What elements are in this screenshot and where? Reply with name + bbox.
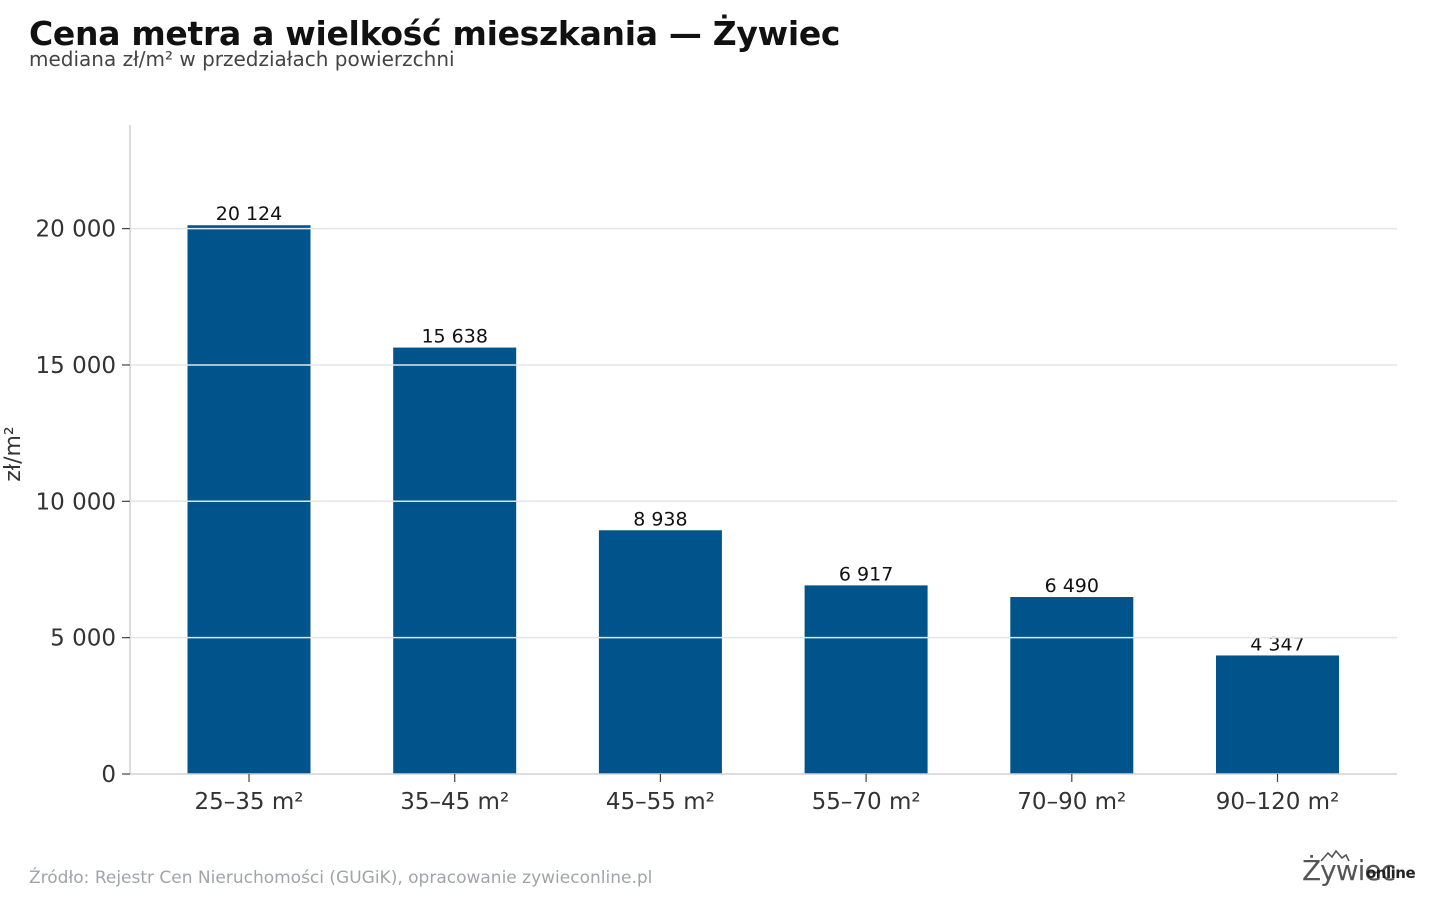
y-axis-label: zł/m² bbox=[1, 426, 26, 481]
x-tick-label-3: 45–55 m² bbox=[606, 789, 715, 815]
y-tick-label-3: 10 000 bbox=[36, 489, 116, 515]
bars: 20 124 15 638 8 938 6 917 6 490 4 347 bbox=[187, 203, 1339, 775]
y-tick-label-5: 20 000 bbox=[36, 217, 116, 243]
bar-1 bbox=[187, 225, 311, 775]
x-tick-label-2: 35–45 m² bbox=[400, 789, 509, 815]
y-tick-label-1: 0 bbox=[101, 762, 116, 788]
source-note: Źródło: Rejestr Cen Nieruchomości (GUGiK… bbox=[29, 868, 653, 888]
chart-subtitle: mediana zł/m² w przedziałach powierzchni bbox=[29, 47, 455, 71]
chart-title: Cena metra a wielkość mieszkania — Żywie… bbox=[29, 14, 841, 53]
x-tick-label-5: 70–90 m² bbox=[1017, 789, 1126, 815]
logo-text: Żywiec bbox=[1302, 854, 1396, 887]
x-tick-label-1: 25–35 m² bbox=[195, 789, 304, 815]
bar-6 bbox=[1216, 655, 1339, 774]
bar-value-label-2: 15 638 bbox=[421, 326, 487, 348]
bar-2 bbox=[393, 347, 517, 774]
x-tick-label-6: 90–120 m² bbox=[1216, 789, 1340, 815]
bar-value-label-4: 6 917 bbox=[839, 563, 893, 585]
bar-value-label-3: 8 938 bbox=[633, 508, 687, 530]
logo-subtext: online bbox=[1366, 864, 1416, 882]
y-tick-label-4: 15 000 bbox=[36, 353, 116, 379]
bar-5 bbox=[1010, 597, 1134, 774]
bar-value-label-5: 6 490 bbox=[1045, 575, 1099, 597]
bar-4 bbox=[804, 585, 928, 774]
zywieconline-logo: Żywiec online bbox=[1302, 850, 1422, 890]
axes: 0 5 000 10 000 15 000 20 000 25–35 m² 35–45 m²… bbox=[36, 125, 1397, 815]
bar-value-label-1: 20 124 bbox=[216, 203, 282, 225]
y-tick-label-2: 5 000 bbox=[50, 626, 116, 652]
x-tick-label-4: 55–70 m² bbox=[812, 789, 921, 815]
mountain-logo-icon bbox=[1320, 850, 1350, 862]
bar-3 bbox=[598, 530, 722, 774]
bar-value-label-6: 4 347 bbox=[1250, 633, 1304, 655]
